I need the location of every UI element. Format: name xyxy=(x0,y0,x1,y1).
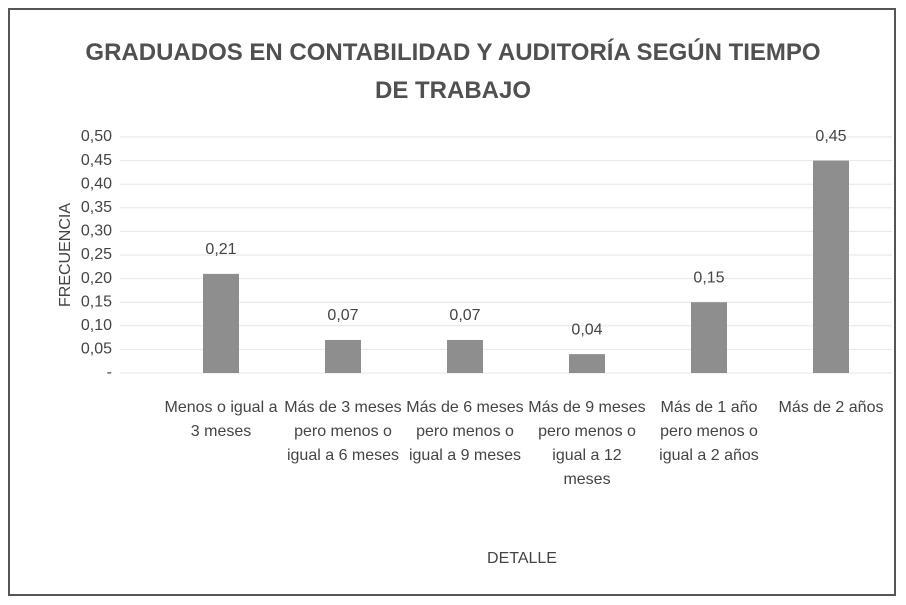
bar xyxy=(203,273,239,373)
y-axis-label: FRECUENCIA xyxy=(57,203,74,307)
x-tick-label: Menos o igual a 3 meses xyxy=(164,399,278,440)
y-tick-label: 0,35 xyxy=(81,199,112,216)
y-tick-label: 0,25 xyxy=(81,246,112,263)
y-tick-label: 0,05 xyxy=(81,341,112,358)
bar xyxy=(325,339,361,373)
bar xyxy=(569,354,605,373)
bar xyxy=(447,339,483,373)
data-label: 0,21 xyxy=(205,241,236,258)
y-tick-label: - xyxy=(107,364,112,381)
x-tick-label: Más de 6 meses pero menos o igual a 9 me… xyxy=(406,399,524,464)
data-label: 0,04 xyxy=(571,321,602,338)
x-tick-label: Más de 2 años xyxy=(778,399,884,416)
y-tick-label: 0,40 xyxy=(81,175,112,192)
data-label: 0,15 xyxy=(693,269,724,286)
x-tick-label: Más de 9 meses pero menos o igual a 12 m… xyxy=(528,399,646,488)
chart-title: GRADUADOS EN CONTABILIDAD Y AUDITORÍA SE… xyxy=(85,39,821,104)
bar xyxy=(691,302,727,373)
data-label: 0,45 xyxy=(815,128,846,145)
y-tick-label: 0,15 xyxy=(81,293,112,310)
bar xyxy=(813,160,849,373)
x-tick-label: Más de 1 año pero menos o igual a 2 años xyxy=(659,399,759,464)
y-tick-label: 0,30 xyxy=(81,223,112,240)
x-axis-label: DETALLE xyxy=(487,550,557,567)
y-tick-label: 0,10 xyxy=(81,317,112,334)
data-label: 0,07 xyxy=(327,307,358,324)
chart-frame xyxy=(8,8,896,596)
y-tick-label: 0,20 xyxy=(81,270,112,287)
x-tick-label: Más de 3 meses pero menos o igual a 6 me… xyxy=(284,399,402,464)
data-label: 0,07 xyxy=(449,307,480,324)
y-tick-label: 0,45 xyxy=(81,152,112,169)
y-tick-label: 0,50 xyxy=(81,128,112,145)
